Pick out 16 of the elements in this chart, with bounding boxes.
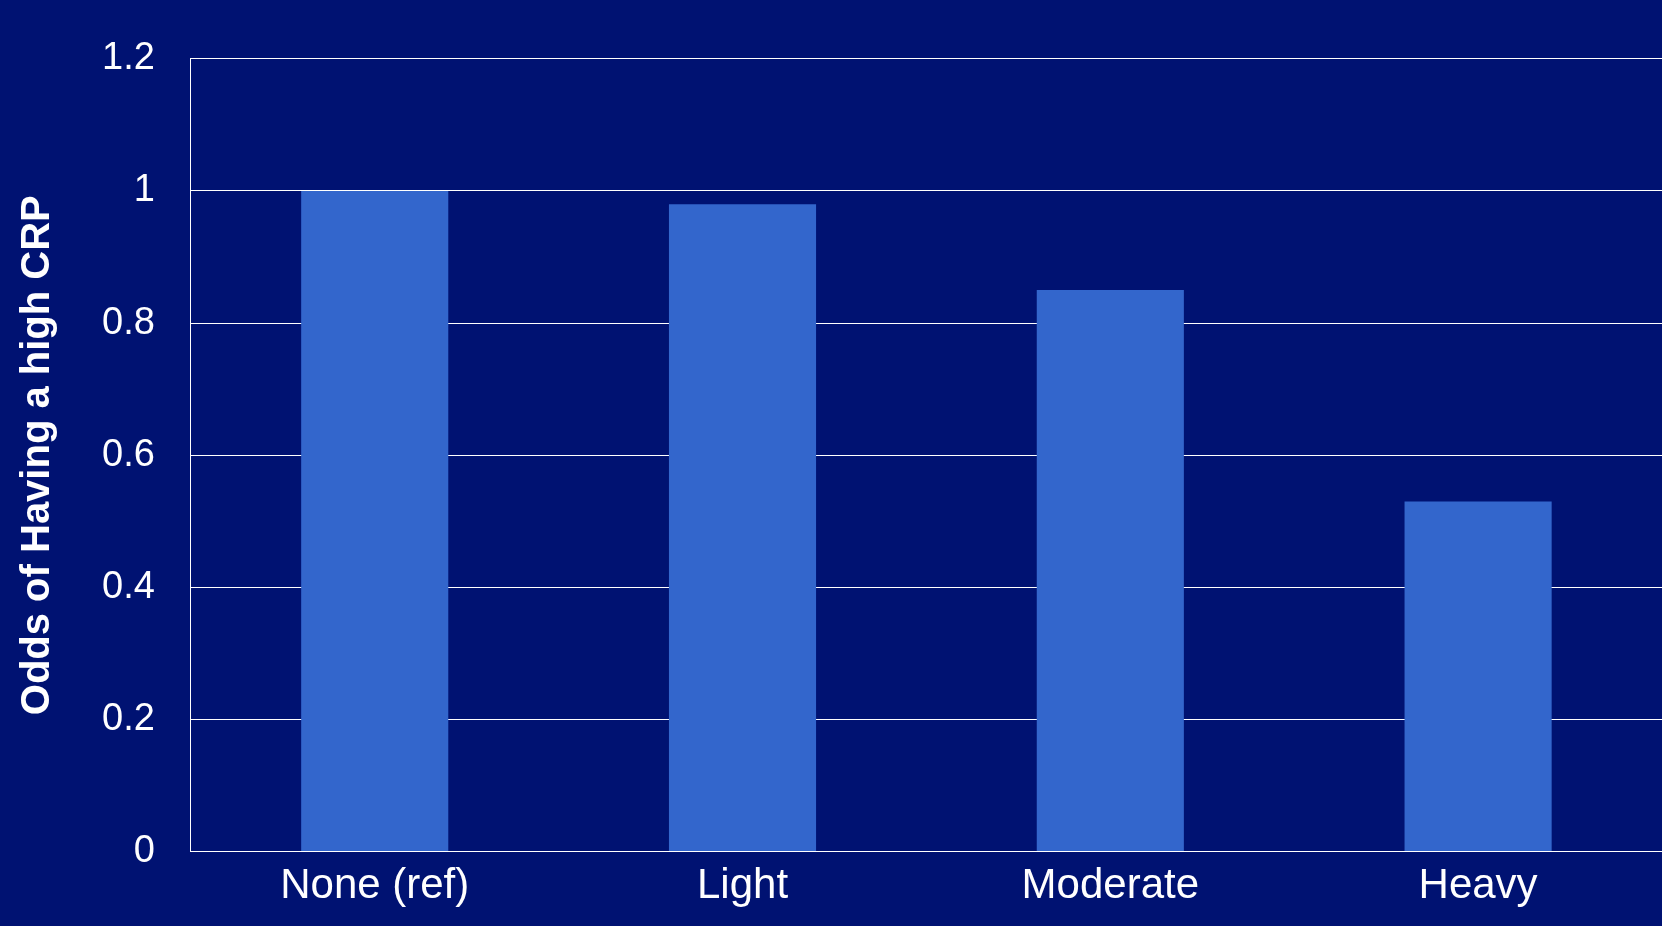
y-axis-title: Odds of Having a high CRP: [13, 195, 58, 716]
bar: [1404, 501, 1552, 852]
y-tick-label: 0.6: [102, 431, 155, 474]
bar: [301, 190, 449, 852]
x-tick-label: None (ref): [280, 860, 470, 908]
x-tick-label: Heavy: [1418, 860, 1538, 908]
bar: [668, 204, 817, 852]
x-tick-label: Moderate: [1021, 860, 1200, 908]
y-tick-label: 0.8: [102, 299, 155, 342]
y-tick-label: 0: [133, 828, 155, 871]
y-tick-label: 1.2: [102, 35, 155, 78]
bar: [1036, 290, 1184, 852]
y-tick-label: 0.2: [102, 695, 155, 738]
y-tick-label: 0.4: [102, 563, 155, 606]
x-tick-label: Light: [696, 860, 789, 908]
y-tick-label: 1: [133, 167, 155, 210]
